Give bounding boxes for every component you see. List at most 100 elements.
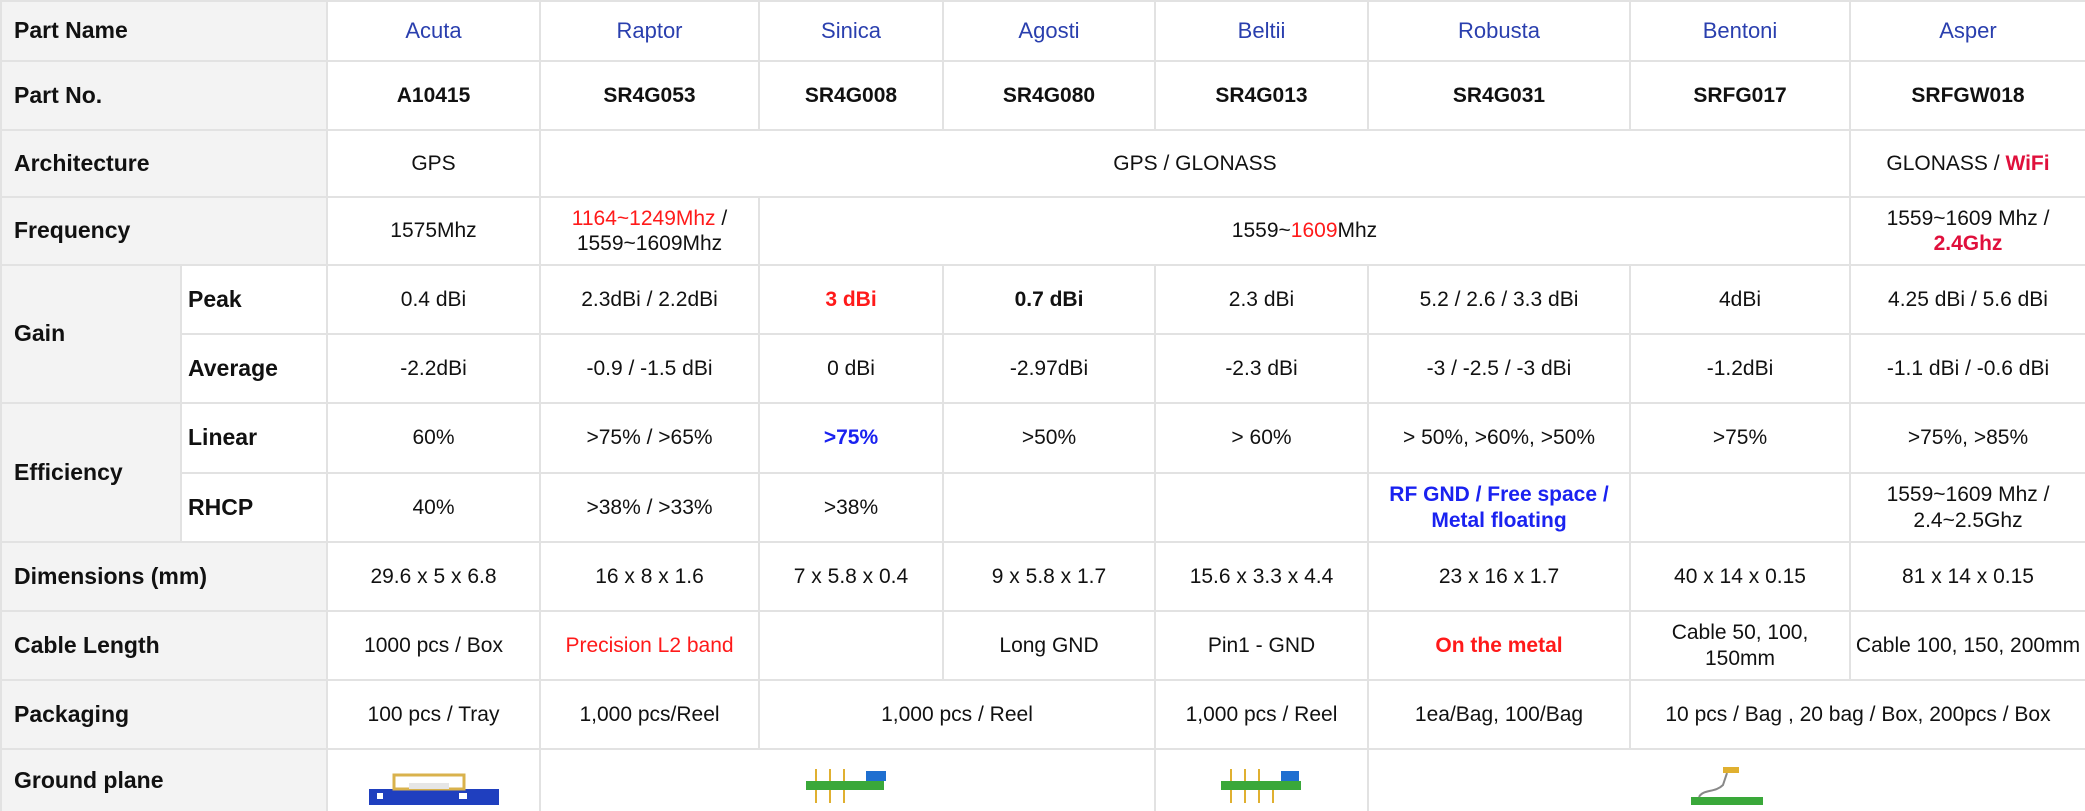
cell: 1575Mhz [327,197,540,265]
row: Dimensions (mm) 29.6 x 5 x 6.8 16 x 8 x … [1,542,2085,611]
cell [1630,473,1850,542]
ground-plane-image [1217,763,1307,805]
text: / [716,207,728,230]
cell [1155,749,1368,811]
cell: -2.2dBi [327,334,540,403]
row-label: Packaging [1,680,327,749]
cell: 1,000 pcs/Reel [540,680,759,749]
cell: On the metal [1368,611,1630,680]
row: Cable Length 1000 pcs / Box Precision L2… [1,611,2085,680]
sub-label: RHCP [181,473,327,542]
cell: 4.25 dBi / 5.6 dBi [1850,265,2085,334]
cell: 23 x 16 x 1.7 [1368,542,1630,611]
text: 1609 [1291,219,1338,242]
row: Architecture GPS GPS / GLONASS GLONASS /… [1,130,2085,197]
cell: Bentoni [1630,1,1850,61]
cell: > 50%, >60%, >50% [1368,403,1630,473]
cell [540,749,1155,811]
cell: -0.9 / -1.5 dBi [540,334,759,403]
cell: 2.3dBi / 2.2dBi [540,265,759,334]
cell: SR4G031 [1368,61,1630,130]
cell [1368,749,2085,811]
row-label: Architecture [1,130,327,197]
cell: Cable 50, 100, 150mm [1630,611,1850,680]
cell: Robusta [1368,1,1630,61]
cell [943,473,1155,542]
cell: Cable 100, 150, 200mm [1850,611,2085,680]
cell [759,611,943,680]
cell: 29.6 x 5 x 6.8 [327,542,540,611]
cell: 1ea/Bag, 100/Bag [1368,680,1630,749]
cell: GPS [327,130,540,197]
cell [1155,473,1368,542]
cell: 1559~1609 Mhz / 2.4~2.5Ghz [1850,473,2085,542]
cell: >75% [759,403,943,473]
cell: Raptor [540,1,759,61]
cell: Pin1 - GND [1155,611,1368,680]
cell: 1559~1609Mhz [759,197,1850,265]
cell: 0 dBi [759,334,943,403]
cell: Agosti [943,1,1155,61]
text: Mhz [1338,219,1378,242]
cell: 3 dBi [759,265,943,334]
row: Part No. A10415 SR4G053 SR4G008 SR4G080 … [1,61,2085,130]
cell: A10415 [327,61,540,130]
cell: GLONASS / WiFi [1850,130,2085,197]
text: GLONASS / [1886,152,2005,175]
row: Part Name Acuta Raptor Sinica Agosti Bel… [1,1,2085,61]
row: Gain Peak 0.4 dBi 2.3dBi / 2.2dBi 3 dBi … [1,265,2085,334]
cell [327,749,540,811]
cell: 10 pcs / Bag , 20 bag / Box, 200pcs / Bo… [1630,680,2085,749]
cell: 1,000 pcs / Reel [1155,680,1368,749]
sub-label: Linear [181,403,327,473]
text: WiFi [2005,152,2049,175]
cell: > 60% [1155,403,1368,473]
cell: GPS / GLONASS [540,130,1850,197]
cell: Precision L2 band [540,611,759,680]
cell: SR4G013 [1155,61,1368,130]
cell: Asper [1850,1,2085,61]
spec-table: Part Name Acuta Raptor Sinica Agosti Bel… [0,0,2085,811]
row-label: Efficiency [1,403,181,542]
text: 1164~1249Mhz [572,207,716,230]
row: Packaging 100 pcs / Tray 1,000 pcs/Reel … [1,680,2085,749]
row-label: Dimensions (mm) [1,542,327,611]
cell: 0.4 dBi [327,265,540,334]
cell: >75% [1630,403,1850,473]
cell: 15.6 x 3.3 x 4.4 [1155,542,1368,611]
cell: 40% [327,473,540,542]
cell: 1559~1609 Mhz /2.4Ghz [1850,197,2085,265]
cell: >75%, >85% [1850,403,2085,473]
page: html, body { margin: 0; padding: 0; widt… [0,0,2085,811]
cell: 1000 pcs / Box [327,611,540,680]
ground-plane-image [1687,763,1767,805]
cell: 4dBi [1630,265,1850,334]
text: 1559~ [1232,219,1291,242]
row-label: Frequency [1,197,327,265]
cell: >50% [943,403,1155,473]
cell: 5.2 / 2.6 / 3.3 dBi [1368,265,1630,334]
row: Ground plane [1,749,2085,811]
cell: SRFGW018 [1850,61,2085,130]
cell: 9 x 5.8 x 1.7 [943,542,1155,611]
cell: -2.3 dBi [1155,334,1368,403]
cell: Acuta [327,1,540,61]
body: Part Name Acuta Raptor Sinica Agosti Bel… [0,0,2085,811]
cell: 7 x 5.8 x 0.4 [759,542,943,611]
cell: 40 x 14 x 0.15 [1630,542,1850,611]
row-label: Ground plane [1,749,327,811]
row: Average -2.2dBi -0.9 / -1.5 dBi 0 dBi -2… [1,334,2085,403]
ground-plane-image [369,769,499,805]
row: Efficiency Linear 60% >75% / >65% >75% >… [1,403,2085,473]
ground-plane-image [798,763,898,805]
row: RHCP 40% >38% / >33% >38% RF GND / Free … [1,473,2085,542]
cell: SR4G080 [943,61,1155,130]
text: 2.4Ghz [1934,232,2003,255]
cell: 16 x 8 x 1.6 [540,542,759,611]
cell: 0.7 dBi [943,265,1155,334]
cell: SRFG017 [1630,61,1850,130]
cell: >38% / >33% [540,473,759,542]
cell: 1164~1249Mhz /1559~1609Mhz [540,197,759,265]
cell: -2.97dBi [943,334,1155,403]
cell: -1.1 dBi / -0.6 dBi [1850,334,2085,403]
